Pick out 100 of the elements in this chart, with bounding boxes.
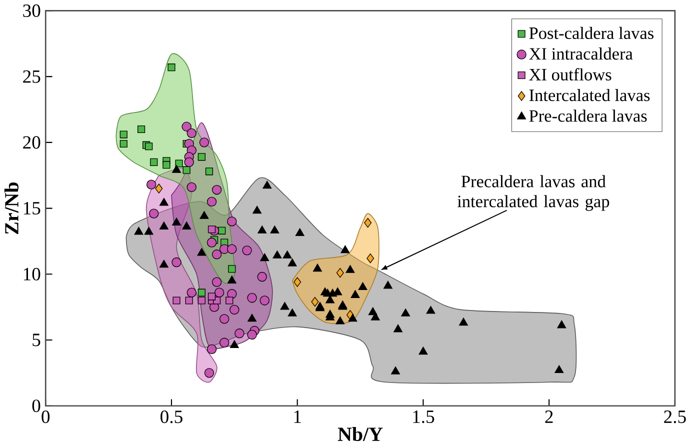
point bbox=[172, 258, 182, 268]
point bbox=[214, 288, 224, 298]
point bbox=[418, 346, 428, 355]
point bbox=[186, 182, 196, 192]
point bbox=[206, 238, 217, 248]
point bbox=[227, 244, 237, 254]
point bbox=[258, 226, 267, 234]
y-tick-label: 20 bbox=[23, 136, 40, 149]
y-axis-title: Zr/Nb bbox=[4, 182, 18, 234]
point bbox=[208, 292, 216, 301]
point bbox=[336, 316, 345, 325]
point bbox=[186, 128, 196, 138]
point bbox=[182, 166, 190, 174]
point bbox=[205, 168, 214, 176]
legend-label: Post-caldera lavas bbox=[529, 27, 654, 40]
point bbox=[219, 338, 230, 348]
point bbox=[212, 277, 222, 288]
point bbox=[159, 198, 168, 206]
point bbox=[145, 142, 153, 150]
point bbox=[288, 258, 297, 267]
point bbox=[144, 227, 154, 235]
point bbox=[168, 64, 176, 72]
point bbox=[252, 206, 262, 214]
point bbox=[182, 122, 192, 132]
y-tick-label: 10 bbox=[24, 268, 40, 281]
x-axis-title: Nb/Y bbox=[338, 427, 383, 442]
point bbox=[230, 340, 239, 348]
point bbox=[120, 130, 128, 139]
point bbox=[198, 153, 206, 161]
point bbox=[230, 305, 240, 315]
point bbox=[262, 181, 272, 189]
point bbox=[212, 185, 222, 195]
point bbox=[257, 272, 267, 282]
x-tick-label: 1 bbox=[294, 410, 301, 424]
point bbox=[206, 344, 217, 354]
point bbox=[426, 306, 436, 314]
point bbox=[204, 368, 214, 378]
point bbox=[208, 226, 216, 234]
point bbox=[234, 328, 244, 339]
point bbox=[554, 365, 564, 374]
point bbox=[272, 250, 282, 259]
point bbox=[199, 138, 210, 148]
point bbox=[150, 158, 158, 166]
point bbox=[288, 308, 297, 317]
point bbox=[155, 184, 163, 194]
point bbox=[401, 308, 410, 317]
point bbox=[458, 318, 468, 326]
point bbox=[336, 268, 344, 278]
point bbox=[218, 227, 226, 235]
point bbox=[358, 282, 368, 290]
legend-label: Intercalated lavas bbox=[529, 89, 650, 102]
x-tick-label: 0.5 bbox=[160, 410, 182, 424]
point bbox=[206, 197, 217, 207]
point bbox=[247, 330, 257, 340]
legend-label: XI intracaldera bbox=[529, 48, 633, 60]
legend-label: Pre-caldera lavas bbox=[529, 110, 647, 122]
y-tick-label: 15 bbox=[24, 202, 40, 215]
point bbox=[557, 320, 566, 328]
point bbox=[197, 248, 206, 256]
point bbox=[282, 250, 292, 259]
point bbox=[184, 158, 194, 168]
point bbox=[149, 208, 159, 219]
point bbox=[198, 289, 206, 297]
point bbox=[391, 366, 400, 375]
point bbox=[172, 296, 180, 305]
point bbox=[242, 246, 252, 256]
y-tick-label: 5 bbox=[32, 334, 40, 346]
point bbox=[350, 290, 360, 298]
point bbox=[248, 314, 257, 322]
point bbox=[162, 161, 170, 169]
point bbox=[198, 296, 206, 305]
point bbox=[137, 126, 146, 134]
point bbox=[311, 297, 319, 307]
point bbox=[175, 160, 183, 168]
point bbox=[227, 216, 237, 227]
point bbox=[340, 246, 350, 254]
point bbox=[348, 314, 358, 322]
point bbox=[172, 218, 181, 226]
point bbox=[219, 314, 230, 324]
point bbox=[247, 293, 257, 303]
point bbox=[383, 281, 392, 289]
x-tick-label: 1.5 bbox=[413, 410, 434, 424]
point bbox=[326, 310, 335, 318]
point bbox=[260, 253, 270, 262]
point bbox=[312, 264, 322, 272]
point bbox=[159, 222, 168, 230]
x-tick-label: 0 bbox=[42, 410, 50, 424]
point bbox=[228, 265, 236, 273]
point bbox=[186, 288, 196, 298]
point bbox=[227, 276, 236, 284]
y-tick-label: 25 bbox=[23, 70, 40, 84]
point bbox=[182, 222, 192, 230]
point bbox=[212, 250, 222, 260]
y-tick-label: 0 bbox=[32, 400, 40, 412]
point bbox=[346, 265, 355, 274]
point bbox=[394, 324, 403, 332]
point bbox=[146, 180, 156, 190]
point bbox=[120, 140, 128, 148]
point bbox=[200, 211, 209, 220]
point bbox=[260, 296, 270, 306]
